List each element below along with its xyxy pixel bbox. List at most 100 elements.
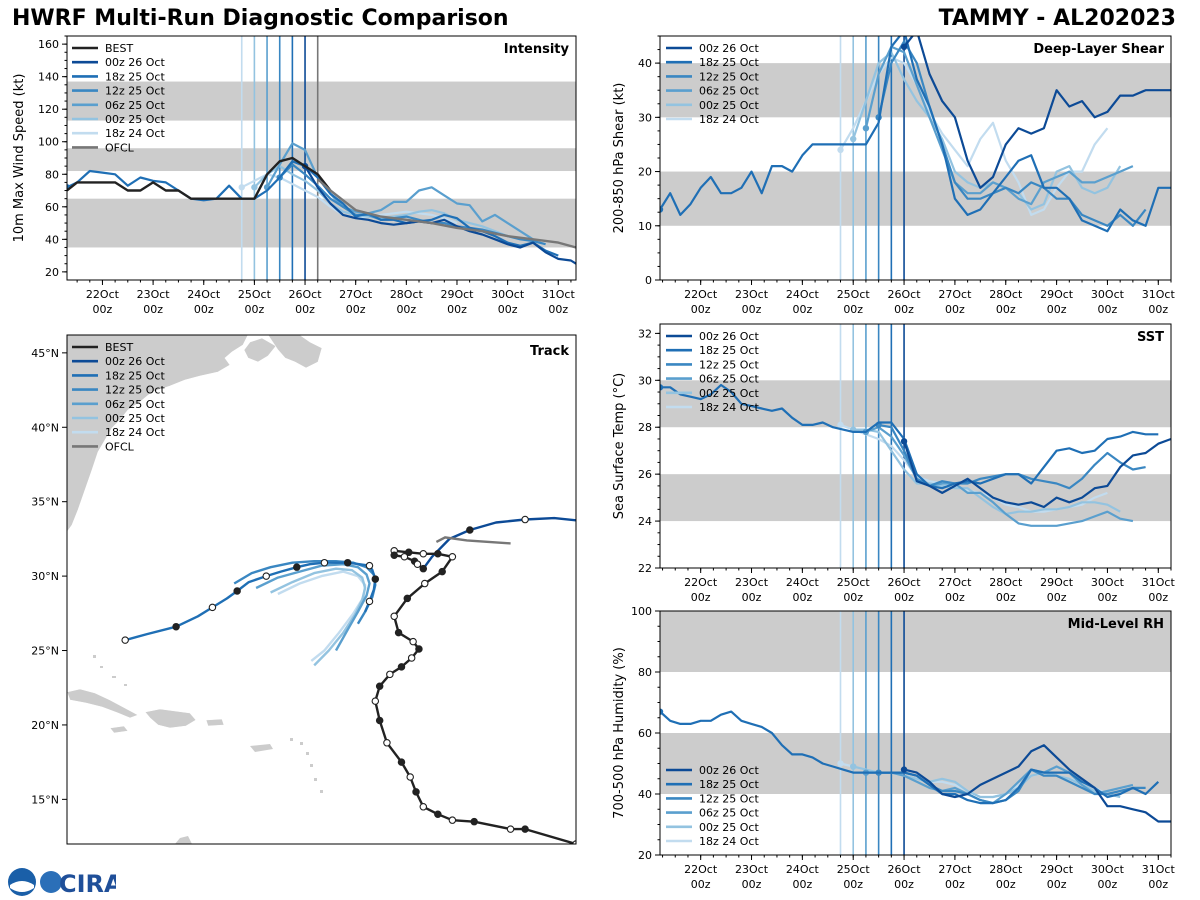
x-tick-label: 29Oct — [1040, 863, 1074, 876]
forecast-marker — [121, 636, 129, 644]
lat-tick-label: 40°N — [31, 421, 59, 434]
x-tick-label: 31Oct — [542, 288, 576, 301]
forecast-marker — [634, 594, 640, 600]
legend-label: 06z 25 Oct — [699, 85, 759, 98]
globe-icon — [40, 871, 62, 893]
x-tick-label: 31Oct — [1142, 576, 1176, 589]
x-tick-sublabel: 00z — [1098, 303, 1118, 316]
track-line-3 — [255, 563, 371, 652]
best-track-marker — [406, 773, 414, 781]
x-tick-sublabel: 00z — [996, 878, 1016, 891]
x-tick-sublabel: 00z — [843, 303, 863, 316]
track-title: Track — [530, 344, 569, 359]
best-track-marker — [419, 550, 428, 558]
x-tick-sublabel: 00z — [691, 878, 711, 891]
intensity-bands — [67, 81, 576, 248]
shear-panel: 0 10 20 30 40 22Oct 00z 23Oct 00z 24Oct 00z 25Oct 0… — [612, 35, 1175, 316]
x-tick-label: 26Oct — [888, 288, 922, 301]
x-tick-sublabel: 00z — [346, 303, 366, 316]
legend-label: 18z 25 Oct — [699, 344, 759, 357]
lat-tick-label: 15°N — [31, 793, 59, 806]
x-tick-sublabel: 00z — [447, 303, 467, 316]
series-init-dot-1 — [660, 708, 664, 715]
x-tick-sublabel: 00z — [194, 303, 214, 316]
x-tick-sublabel: 00z — [996, 591, 1016, 604]
shear-ylabel: 200-850 hPa Shear (kt) — [612, 83, 627, 234]
x-tick-label: 24Oct — [786, 288, 820, 301]
best-track-marker — [386, 670, 394, 679]
track-line-1 — [124, 561, 377, 642]
series-init-dot-0 — [900, 438, 908, 445]
intensity-x-axis: 22Oct 00z 23Oct 00z 24Oct 00z 25Oct 00z 26Oct 00z… — [76, 280, 576, 316]
hispaniola — [144, 708, 197, 729]
series-line-0 — [903, 36, 1171, 189]
best-track-marker — [413, 560, 422, 568]
x-tick-label: 22Oct — [684, 576, 718, 589]
x-tick-label: 22Oct — [86, 288, 120, 301]
y-tick-label: 22 — [638, 562, 652, 575]
y-tick-label: 20 — [638, 166, 652, 179]
legend-label: 18z 25 Oct — [105, 369, 165, 382]
forecast-marker — [466, 526, 474, 534]
x-tick-label: 27Oct — [339, 288, 373, 301]
shaded-band — [67, 198, 576, 248]
best-track-marker — [434, 810, 442, 818]
legend-label: 12z 25 Oct — [699, 792, 759, 805]
legend-label: 06z 25 Oct — [699, 807, 759, 820]
x-tick-label: 26Oct — [888, 863, 922, 876]
series-init-dot-0 — [900, 766, 908, 773]
x-tick-sublabel: 00z — [143, 303, 163, 316]
x-tick-sublabel: 00z — [498, 303, 518, 316]
y-tick-label: 140 — [38, 71, 59, 84]
x-tick-label: 23Oct — [735, 576, 769, 589]
x-tick-sublabel: 00z — [548, 303, 568, 316]
intensity-title: Intensity — [504, 42, 570, 57]
y-tick-label: 26 — [638, 468, 652, 481]
intensity-panel: 20 40 60 80 100 120 140 160 22Oct 00z 23Oct 00z 24O… — [12, 35, 577, 316]
forecast-marker — [208, 603, 217, 612]
series-line-2 — [877, 40, 1147, 227]
series-init-dot-4 — [850, 135, 857, 143]
sst-series — [660, 383, 1171, 527]
forecast-marker — [172, 622, 180, 631]
legend-label: 00z 25 Oct — [699, 387, 759, 400]
best-track-marker — [506, 825, 515, 833]
legend-label: 18z 24 Oct — [699, 113, 759, 126]
shear-title: Deep-Layer Shear — [1033, 42, 1164, 57]
track-panel: 15°N20°N25°N30°N35°N40°N45°N Track BEST0… — [31, 334, 640, 845]
track-line-4 — [270, 567, 367, 667]
x-tick-label: 29Oct — [1040, 576, 1074, 589]
series-init-dot-3 — [862, 124, 870, 132]
x-tick-sublabel: 00z — [843, 878, 863, 891]
sst-y-axis: 22 24 26 28 30 32 — [638, 327, 660, 575]
x-tick-label: 25Oct — [238, 288, 272, 301]
legend-label: 18z 24 Oct — [699, 835, 759, 848]
forecast-marker — [619, 531, 625, 537]
y-tick-label: 40 — [638, 788, 652, 801]
x-tick-label: 30Oct — [1091, 576, 1125, 589]
cuba — [67, 688, 139, 719]
x-tick-label: 28Oct — [989, 288, 1023, 301]
cira-logo: CIRA — [8, 868, 116, 898]
x-tick-sublabel: 00z — [843, 591, 863, 604]
puerto-rico — [205, 718, 225, 727]
newfoundland — [267, 335, 323, 369]
best-track-marker — [397, 758, 406, 766]
lat-tick-label: 20°N — [31, 719, 59, 732]
lat-tick-label: 35°N — [31, 496, 59, 509]
y-tick-label: 28 — [638, 421, 652, 434]
x-tick-label: 27Oct — [938, 863, 972, 876]
x-tick-label: 25Oct — [837, 288, 871, 301]
legend-label: 00z 25 Oct — [699, 821, 759, 834]
best-track-marker — [412, 788, 420, 796]
rh-ylabel: 700-500 hPa Humidity (%) — [612, 647, 627, 819]
rh-title: Mid-Level RH — [1068, 617, 1164, 632]
series-line-3 — [266, 142, 534, 241]
best-track-marker — [383, 739, 391, 747]
legend-label: 18z 25 Oct — [699, 56, 759, 69]
series-line-0 — [903, 744, 1171, 823]
x-tick-sublabel: 00z — [894, 303, 914, 316]
best-track-marker — [390, 612, 398, 621]
